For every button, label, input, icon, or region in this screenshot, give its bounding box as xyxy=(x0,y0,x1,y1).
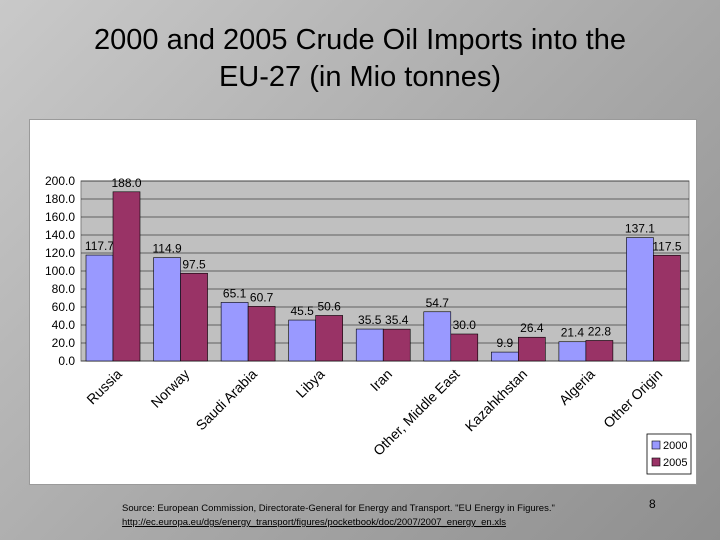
data-label: 117.7 xyxy=(85,239,114,253)
legend xyxy=(646,433,692,475)
y-tick-label: 40.0 xyxy=(52,318,76,332)
data-label: 35.5 xyxy=(358,313,382,327)
legend-swatch-2000 xyxy=(651,440,661,450)
x-category-label: Iran xyxy=(367,366,395,394)
slide-number: 8 xyxy=(649,497,656,511)
data-label: 21.4 xyxy=(561,326,585,340)
y-tick-label: 180.0 xyxy=(45,192,75,206)
bar-2005 xyxy=(180,272,208,362)
bar-2000 xyxy=(153,257,181,362)
data-label: 188.0 xyxy=(111,176,141,190)
y-tick-label: 160.0 xyxy=(45,210,75,224)
legend-swatch-2005 xyxy=(651,457,661,467)
bar-2005 xyxy=(382,328,411,362)
data-label: 117.5 xyxy=(652,239,681,253)
bar-2000 xyxy=(85,254,114,362)
chart-frame: 0.0 20.0 40.0 60.0 80.0 100.0 120.0 140.0 160.0 1… xyxy=(29,119,697,485)
bar-2005 xyxy=(518,336,546,362)
bar-chart: 0.0 20.0 40.0 60.0 80.0 100.0 120.0 140.0 160.0 1… xyxy=(45,174,692,475)
x-category-label: Libya xyxy=(293,366,328,401)
bar-2005 xyxy=(450,333,479,362)
x-category-label: Norway xyxy=(148,366,193,411)
data-label: 65.1 xyxy=(223,286,247,300)
x-category-label: Other Origin xyxy=(600,366,665,431)
y-tick-label: 120.0 xyxy=(45,246,75,260)
bar-2005 xyxy=(315,315,343,362)
bar-2005 xyxy=(247,306,276,362)
x-category-label: Saudi Arabia xyxy=(193,366,261,434)
bar-2000 xyxy=(355,328,384,362)
data-label: 97.5 xyxy=(182,257,206,271)
x-category-label: Algeria xyxy=(556,366,598,408)
x-category-label: Kazahkhstan xyxy=(462,366,531,435)
y-tick-label: 0.0 xyxy=(58,354,75,368)
y-tick-label: 60.0 xyxy=(52,300,76,314)
bar-2000 xyxy=(558,341,587,362)
slide-title: 2000 and 2005 Crude Oil Imports into the… xyxy=(94,24,626,93)
y-tick-label: 200.0 xyxy=(45,174,75,188)
data-label: 45.5 xyxy=(290,304,314,318)
bar-2005 xyxy=(653,254,681,362)
bar-2000 xyxy=(491,351,519,362)
bar-2005 xyxy=(585,340,614,362)
y-tick-label: 100.0 xyxy=(45,264,75,278)
y-tick-label: 80.0 xyxy=(52,282,76,296)
data-label: 9.9 xyxy=(496,336,513,350)
source-citation: Source: European Commission, Directorate… xyxy=(122,503,555,514)
x-category-label: Russia xyxy=(83,366,125,408)
data-label: 50.6 xyxy=(317,299,341,313)
bar-2005 xyxy=(112,191,141,362)
y-tick-label: 140.0 xyxy=(45,228,75,242)
data-label: 26.4 xyxy=(520,321,544,335)
bar-2000 xyxy=(288,319,316,362)
data-label: 30.0 xyxy=(453,318,477,332)
data-label: 137.1 xyxy=(625,222,655,236)
data-label: 60.7 xyxy=(250,290,274,304)
bar-2000 xyxy=(626,237,654,362)
data-label: 22.8 xyxy=(588,324,612,338)
y-tick-label: 20.0 xyxy=(52,336,76,350)
data-label: 114.9 xyxy=(152,242,181,256)
bar-2000 xyxy=(423,311,452,362)
bar-2000 xyxy=(220,302,249,362)
legend-label: 2005 xyxy=(663,457,687,469)
data-label: 54.7 xyxy=(426,296,450,310)
legend-label: 2000 xyxy=(663,440,687,452)
source-link[interactable]: http://ec.europa.eu/dgs/energy_transport… xyxy=(122,517,506,528)
data-label: 35.4 xyxy=(385,313,409,327)
